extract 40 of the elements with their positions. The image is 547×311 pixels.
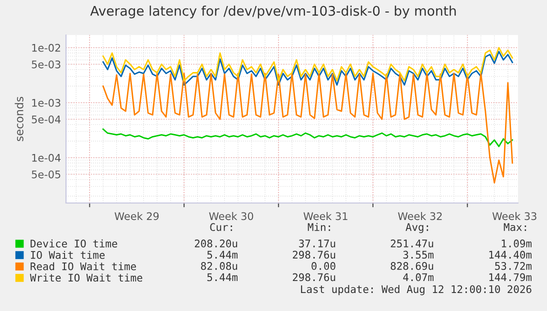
- y-tick-label: 1e-03: [32, 98, 60, 107]
- text: 208.20u: [194, 240, 238, 248]
- text: 5.44m: [207, 273, 238, 282]
- x-tick-label: Week 33: [492, 212, 536, 220]
- text: 5.44m: [207, 250, 238, 259]
- text: 251.47u: [390, 240, 434, 248]
- text: 144.79m: [489, 273, 532, 282]
- x-tick-label: Week 30: [209, 212, 254, 220]
- text: 298.76u: [292, 250, 336, 259]
- text: 82.08u: [201, 262, 238, 270]
- text: 828.69u: [390, 262, 434, 270]
- text: 0.00: [312, 262, 336, 270]
- legend-label: IO Wait time: [30, 250, 105, 259]
- y-tick-label: 5e-05: [32, 170, 60, 178]
- legend-label: Device IO time: [30, 239, 118, 248]
- y-tick-label: 5e-04: [32, 115, 61, 124]
- text: 298.76u: [292, 273, 336, 282]
- text: 4.07m: [403, 273, 434, 282]
- text: 3.55m: [403, 250, 434, 259]
- y-tick-label: 1e-02: [32, 44, 60, 52]
- y-axis-title: seconds: [14, 96, 24, 142]
- line-series: [102, 72, 514, 184]
- text: 1.09m: [502, 240, 532, 248]
- chart-title: Average latency for /dev/pve/vm-103-disk-0 - by month: [90, 6, 456, 18]
- line-series: [102, 128, 514, 148]
- text: Last update: Wed Aug 12 12:00:10 2026: [301, 285, 532, 296]
- y-tick-label: 5e-03: [32, 60, 60, 68]
- text: Avg:: [406, 223, 428, 234]
- x-tick-label: Week 31: [304, 212, 348, 220]
- x-tick-label: Week 29: [114, 212, 159, 220]
- legend-label: Write IO Wait time: [30, 274, 142, 282]
- text: 144.40m: [489, 250, 532, 259]
- text: Max:: [504, 223, 526, 232]
- text: 53.72m: [495, 262, 532, 270]
- text: Min:: [308, 222, 330, 231]
- y-tick-label: 1e-04: [32, 154, 61, 162]
- text: Cur:: [210, 223, 232, 232]
- x-tick-label: Week 32: [398, 212, 442, 220]
- text: 37.17u: [299, 240, 336, 248]
- legend-label: Read IO Wait time: [30, 262, 136, 270]
